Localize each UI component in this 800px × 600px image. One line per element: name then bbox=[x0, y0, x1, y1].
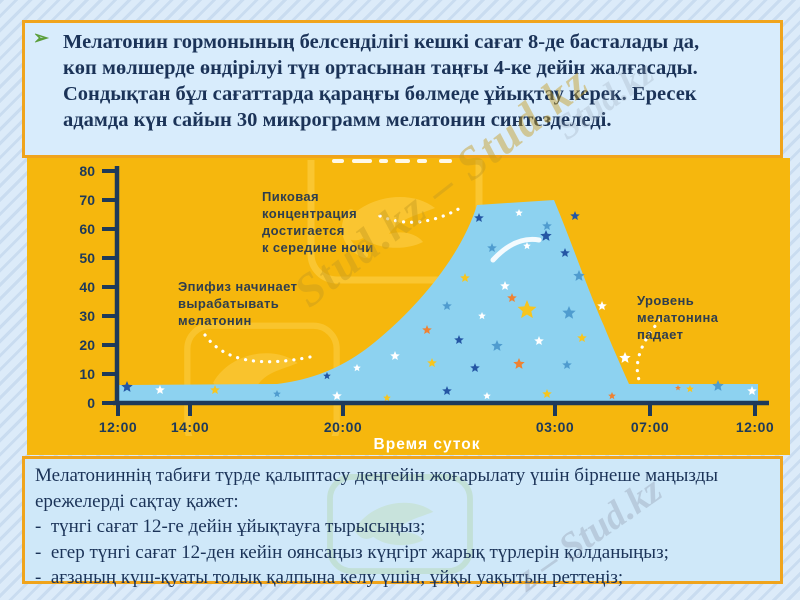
star-icon bbox=[573, 270, 585, 281]
intro-line: Сондықтан бұл сағаттарда қараңғы бөлмеде… bbox=[63, 83, 697, 105]
star-icon bbox=[570, 211, 580, 220]
star-icon bbox=[487, 243, 497, 252]
svg-text:14:00: 14:00 bbox=[171, 419, 209, 435]
star-icon bbox=[390, 351, 400, 360]
x-axis-ticks bbox=[116, 403, 757, 416]
star-icon bbox=[675, 385, 681, 391]
star-icon bbox=[686, 385, 694, 393]
star-icon bbox=[515, 209, 523, 217]
y-tick-labels: 80 70 60 50 40 30 20 10 0 bbox=[79, 163, 95, 411]
svg-text:10: 10 bbox=[79, 366, 95, 382]
rules-line: - ағзаның күш-қуаты толық қалпына келу ү… bbox=[35, 567, 624, 588]
green-arrow-bullet-icon: ➢ bbox=[33, 28, 49, 49]
intro-line: көп мөлшерде өндірілуі түн ортасынан таң… bbox=[63, 57, 698, 79]
fall-pointer-dotted-line bbox=[635, 318, 662, 382]
shooting-star-icon bbox=[490, 236, 542, 263]
star-icon bbox=[155, 385, 165, 394]
star-icon bbox=[422, 325, 432, 334]
star-icon bbox=[478, 312, 486, 320]
star-icon bbox=[523, 242, 531, 250]
intro-line: Мелатонин гормонының белсенділігі кешкі … bbox=[63, 31, 700, 53]
start-pointer-dotted-line bbox=[203, 333, 312, 364]
star-icon bbox=[474, 213, 484, 222]
star-icon bbox=[562, 306, 576, 319]
annotation-pineal-starts: Эпифиз начинает вырабатывать мелатонин bbox=[178, 279, 298, 328]
hidden-title-fragment bbox=[332, 159, 344, 163]
star-icon bbox=[460, 273, 470, 282]
melatonin-chart: 80 70 60 50 40 30 20 10 0 12:00 14:00 20… bbox=[27, 158, 790, 455]
svg-text:03:00: 03:00 bbox=[536, 419, 574, 435]
melatonin-area bbox=[119, 200, 758, 403]
star-icon bbox=[540, 230, 552, 241]
star-icon bbox=[542, 389, 552, 398]
rules-text-box: Мелатониннің табиғи түрде қалыптасу деңг… bbox=[22, 456, 783, 588]
star-icon bbox=[608, 392, 616, 400]
star-icon bbox=[712, 380, 724, 391]
intro-paragraph: Мелатонин гормонының белсенділігі кешкі … bbox=[63, 29, 699, 133]
rules-line: Мелатониннің табиғи түрде қалыптасу деңг… bbox=[35, 465, 719, 486]
peak-pointer-dotted-line bbox=[378, 205, 464, 224]
svg-text:70: 70 bbox=[79, 192, 95, 208]
star-icon bbox=[483, 392, 491, 400]
rules-line: - егер түнгі сағат 12-ден кейін оянсаңыз… bbox=[35, 541, 669, 563]
star-icon bbox=[513, 358, 525, 369]
svg-text:40: 40 bbox=[79, 279, 95, 295]
hidden-title-fragment bbox=[395, 159, 410, 163]
x-tick-labels: 12:00 14:00 20:00 03:00 07:00 12:00 bbox=[99, 419, 774, 435]
star-icon bbox=[353, 364, 361, 372]
rules-line: - түнгі сағат 12-ге дейін ұйықтауға тыры… bbox=[35, 516, 426, 537]
hidden-title-fragment bbox=[352, 159, 372, 163]
star-icon bbox=[383, 394, 391, 402]
star-icon bbox=[597, 301, 607, 310]
stars-layer bbox=[121, 209, 757, 402]
star-icon bbox=[747, 386, 757, 395]
star-icon bbox=[454, 335, 464, 344]
annotation-level-falls: Уровень мелатонина падает bbox=[637, 293, 719, 342]
star-icon bbox=[517, 300, 537, 319]
star-icon bbox=[273, 390, 281, 398]
hidden-title-fragment bbox=[417, 159, 427, 163]
star-icon bbox=[560, 248, 570, 257]
star-icon bbox=[470, 363, 480, 372]
melatonin-area-plot: 80 70 60 50 40 30 20 10 0 12:00 14:00 20… bbox=[79, 163, 774, 453]
star-icon bbox=[562, 360, 572, 369]
star-icon bbox=[491, 340, 503, 351]
svg-text:20:00: 20:00 bbox=[324, 419, 362, 435]
rules-paragraph: Мелатониннің табиғи түрде қалыптасу деңг… bbox=[35, 463, 718, 591]
star-icon bbox=[427, 358, 437, 367]
x-axis-title: Время суток bbox=[374, 436, 481, 453]
svg-text:12:00: 12:00 bbox=[99, 419, 137, 435]
star-icon bbox=[500, 281, 510, 290]
svg-text:20: 20 bbox=[79, 337, 95, 353]
star-icon bbox=[619, 352, 631, 363]
rules-line: ережелерді сақтау қажет: bbox=[35, 490, 239, 512]
y-axis-ticks bbox=[102, 169, 117, 405]
star-icon bbox=[534, 336, 544, 345]
star-icon bbox=[542, 221, 552, 230]
star-icon bbox=[577, 333, 587, 342]
svg-text:30: 30 bbox=[79, 308, 95, 324]
svg-text:80: 80 bbox=[79, 163, 95, 179]
svg-text:60: 60 bbox=[79, 221, 95, 237]
svg-text:0: 0 bbox=[87, 395, 95, 411]
svg-text:12:00: 12:00 bbox=[736, 419, 774, 435]
annotation-peak-concentration: Пиковая концентрация достигается к серед… bbox=[262, 189, 374, 255]
hidden-title-fragment bbox=[379, 159, 388, 163]
svg-text:07:00: 07:00 bbox=[631, 419, 669, 435]
star-icon bbox=[121, 381, 133, 392]
star-icon bbox=[442, 386, 452, 395]
intro-line: адамда күн сайын 30 микрограмм мелатонин… bbox=[63, 109, 612, 131]
hidden-title-fragment bbox=[439, 159, 452, 163]
star-icon bbox=[210, 385, 220, 394]
star-icon bbox=[442, 301, 452, 310]
svg-text:50: 50 bbox=[79, 250, 95, 266]
star-icon bbox=[332, 391, 342, 400]
intro-text-box: ➢ Мелатонин гормонының белсенділігі кешк… bbox=[22, 20, 783, 158]
star-icon bbox=[507, 293, 517, 302]
star-icon bbox=[323, 372, 331, 380]
